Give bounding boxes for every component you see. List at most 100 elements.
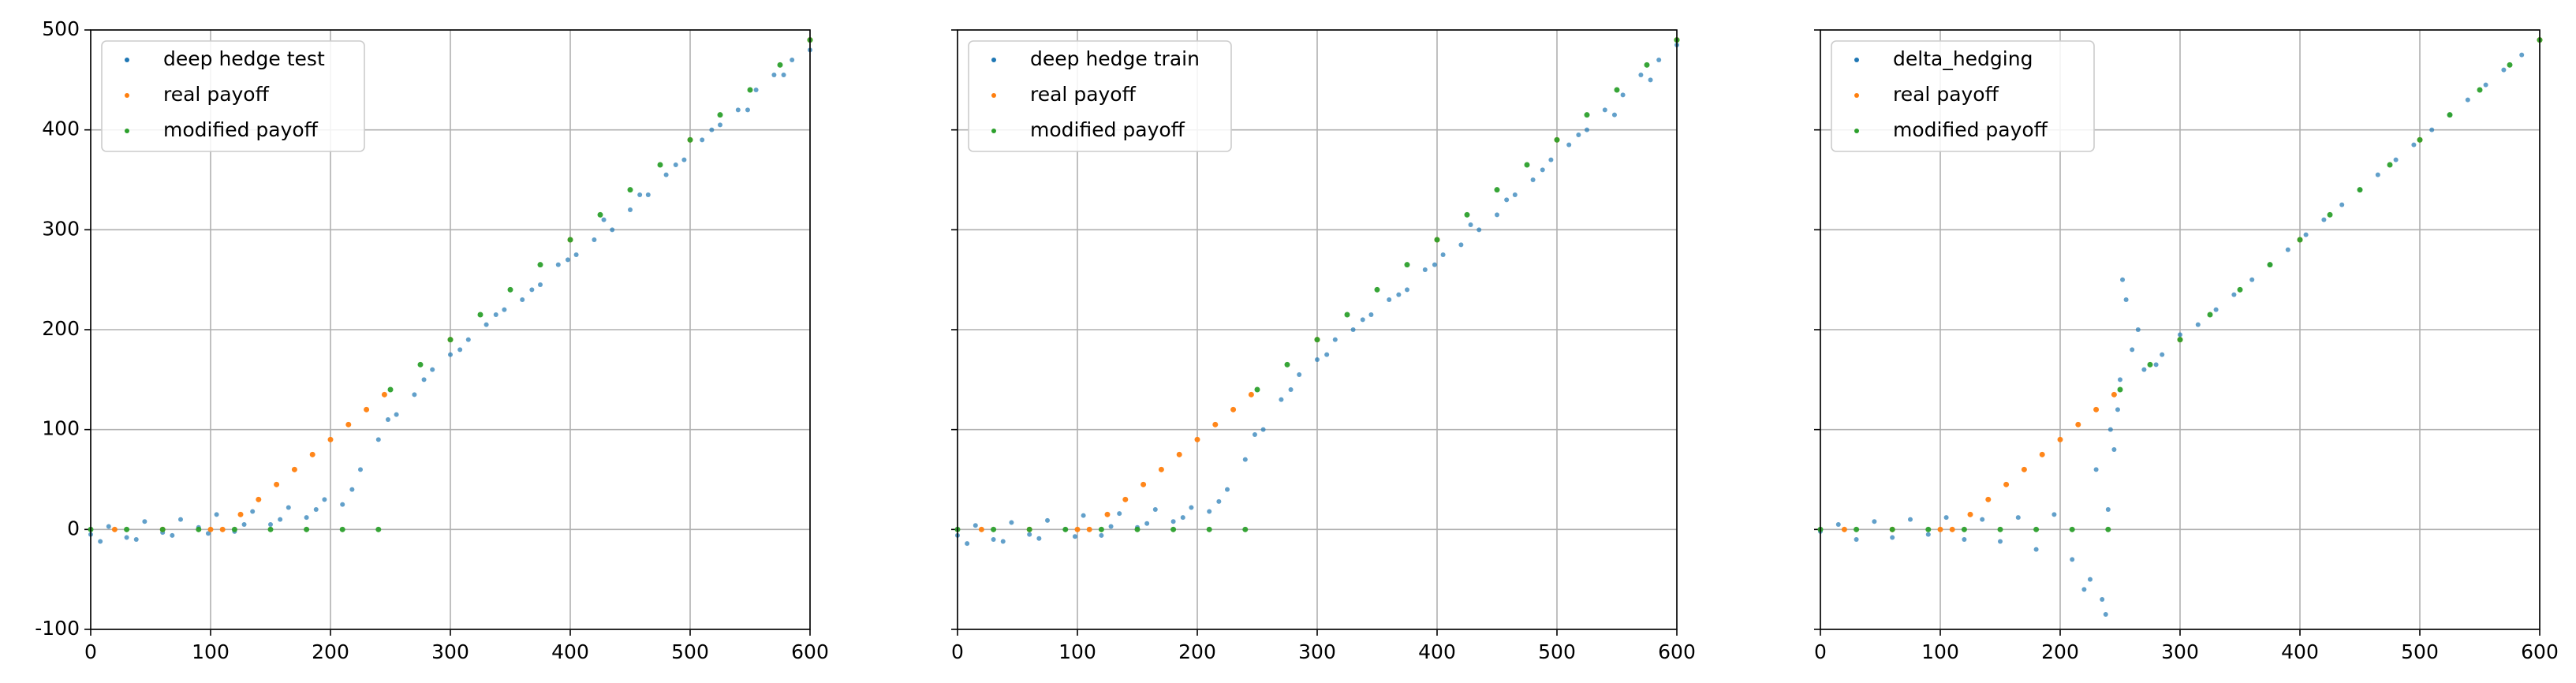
point <box>493 312 498 317</box>
point <box>2417 136 2423 143</box>
point <box>2093 467 2099 472</box>
point <box>394 412 399 417</box>
x-tick-label: 200 <box>1178 640 1216 663</box>
point <box>2153 362 2159 368</box>
point <box>2051 512 2057 517</box>
point <box>663 172 669 177</box>
point <box>529 287 535 293</box>
point <box>2069 526 2075 532</box>
x-tick-label: 300 <box>1298 640 1336 663</box>
point <box>555 262 561 267</box>
point <box>2033 547 2039 552</box>
point <box>2303 232 2309 237</box>
point <box>1937 526 1943 532</box>
point <box>2093 406 2100 412</box>
point <box>1252 432 1257 437</box>
point <box>1134 526 1141 532</box>
point <box>241 522 247 527</box>
point <box>1324 352 1330 357</box>
point <box>448 352 453 357</box>
point <box>304 526 310 532</box>
point <box>1998 539 2003 544</box>
x-tick-label: 600 <box>1658 640 1696 663</box>
point <box>1648 77 1653 83</box>
x-tick-label: 400 <box>1418 640 1456 663</box>
x-tick-label: 100 <box>1058 640 1096 663</box>
point <box>777 62 783 68</box>
point <box>1638 73 1644 77</box>
point <box>1967 511 1973 517</box>
axes-frame <box>90 29 811 630</box>
point <box>1548 157 1554 162</box>
point <box>1943 515 1949 521</box>
point <box>1158 466 1164 472</box>
point <box>1242 526 1249 532</box>
x-tick-label: 300 <box>2161 640 2199 663</box>
point <box>2141 367 2147 372</box>
point <box>1495 212 1499 218</box>
point <box>98 539 103 544</box>
point <box>991 537 996 542</box>
x-tick-label: 500 <box>2401 640 2439 663</box>
point <box>364 406 370 412</box>
point <box>627 187 633 193</box>
point <box>417 361 424 368</box>
point <box>2411 142 2417 147</box>
point <box>745 107 750 113</box>
point <box>1620 92 1626 98</box>
point <box>687 136 693 143</box>
point <box>1949 526 1955 532</box>
point <box>1524 162 1530 168</box>
point <box>349 487 355 492</box>
point <box>327 436 334 442</box>
legend-label: modified payoff <box>1893 118 2048 141</box>
point <box>2100 597 2105 602</box>
point <box>1477 227 1482 233</box>
point <box>1540 167 1545 173</box>
point <box>477 312 483 318</box>
point <box>274 481 280 487</box>
point <box>111 526 118 532</box>
point <box>2135 327 2141 332</box>
point <box>231 526 237 532</box>
point <box>309 451 315 457</box>
point <box>2429 127 2435 132</box>
point <box>1297 372 1302 377</box>
point <box>340 502 345 507</box>
point <box>1584 112 1590 118</box>
point <box>1212 421 1219 427</box>
point <box>375 437 381 442</box>
point <box>2465 97 2470 103</box>
y-tick-label: 0 <box>67 517 80 539</box>
legend-label: real payoff <box>1030 83 1137 106</box>
x-tick-label: 0 <box>951 640 964 663</box>
point <box>1512 192 1518 197</box>
point <box>1108 524 1114 529</box>
point <box>973 523 978 528</box>
point <box>1854 537 1859 542</box>
point <box>771 73 777 77</box>
point <box>2081 587 2087 592</box>
legend-marker <box>1854 129 1859 133</box>
x-tick-label: 400 <box>2281 640 2319 663</box>
point <box>520 297 525 302</box>
point <box>2088 577 2093 582</box>
point <box>1000 539 1006 544</box>
point <box>747 87 753 93</box>
point <box>237 511 244 517</box>
point <box>2015 515 2021 521</box>
point <box>267 526 274 532</box>
point <box>106 524 111 529</box>
point <box>304 515 309 521</box>
legend-label: deep hedge test <box>163 47 325 70</box>
point <box>1961 526 1967 532</box>
x-tick-label: 0 <box>1814 640 1827 663</box>
point <box>1997 526 2003 532</box>
point <box>1980 517 1985 522</box>
point <box>2231 292 2237 297</box>
point <box>412 392 417 397</box>
point <box>573 252 579 257</box>
point <box>1434 237 1440 243</box>
point <box>313 507 319 512</box>
